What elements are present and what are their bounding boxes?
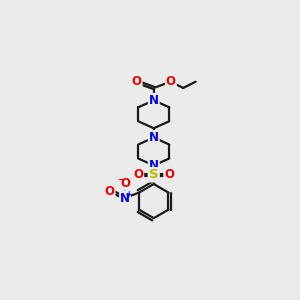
- Text: O: O: [133, 168, 143, 181]
- Text: N: N: [120, 191, 130, 205]
- Text: O: O: [166, 75, 176, 88]
- Text: O: O: [164, 168, 174, 181]
- Text: S: S: [149, 168, 159, 181]
- Text: O: O: [120, 177, 130, 190]
- Text: +: +: [125, 190, 131, 199]
- Text: N: N: [149, 159, 159, 172]
- Text: N: N: [149, 94, 159, 107]
- Text: O: O: [132, 75, 142, 88]
- Text: N: N: [149, 131, 159, 144]
- Text: O: O: [105, 184, 115, 197]
- Text: −: −: [117, 175, 124, 184]
